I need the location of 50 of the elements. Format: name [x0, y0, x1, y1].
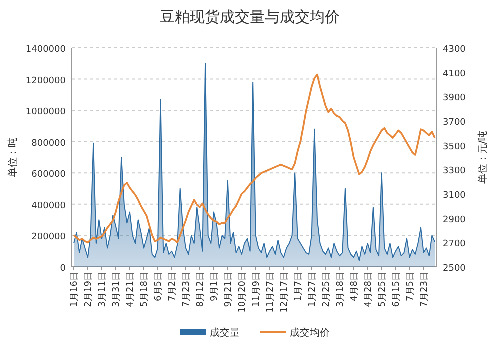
- y2-tick-label: 3900: [443, 94, 466, 104]
- y-tick-label: 0: [60, 264, 66, 274]
- x-tick-label: 6月15日: [392, 272, 402, 308]
- x-tick-label: 1月7日: [294, 272, 304, 302]
- x-tick-label: 3月11日: [98, 272, 108, 308]
- legend-label: 成交量: [210, 327, 240, 339]
- x-tick-label: 9月1日: [210, 272, 220, 302]
- chart-title: 豆粕现货成交量与成交均价: [160, 8, 340, 26]
- x-tick-label: 6月5日: [154, 272, 164, 302]
- x-tick-label: 2月25日: [322, 272, 332, 308]
- y-tick-label: 1400000: [26, 45, 66, 55]
- y2-tick-label: 3700: [443, 118, 466, 128]
- y-tick-label: 400000: [32, 201, 66, 212]
- x-tick-label: 4月28日: [364, 272, 374, 308]
- x-tick-label: 4月21日: [126, 272, 136, 308]
- x-tick-label: 10月20日: [238, 272, 248, 313]
- x-tick-label: 11月9日: [252, 272, 262, 308]
- y-axis-title: 单位：吨: [7, 138, 19, 178]
- y-tick-label: 1000000: [26, 108, 66, 118]
- y2-tick-label: 4100: [443, 69, 466, 80]
- y2-axis-title: 单位：元/吨: [477, 130, 489, 184]
- x-tick-label: 7月5日: [406, 272, 416, 302]
- y2-tick-label: 3100: [443, 191, 466, 201]
- line-series: [73, 74, 436, 244]
- x-tick-label: 1月16日: [70, 272, 80, 308]
- y2-tick-label: 3500: [443, 142, 466, 152]
- x-tick-label: 4月8日: [350, 272, 360, 302]
- x-tick-label: 5月25日: [378, 272, 388, 308]
- x-tick-label: 5月18日: [140, 272, 150, 308]
- x-tick-label: 1月27日: [308, 272, 318, 308]
- y-tick-label: 1200000: [26, 76, 66, 86]
- y2-tick-label: 2900: [443, 215, 466, 226]
- y2-tick-label: 2500: [443, 264, 466, 274]
- x-tick-label: 3月18日: [336, 272, 346, 308]
- x-tick-label: 9月21日: [224, 272, 234, 308]
- x-tick-label: 7月23日: [182, 272, 192, 308]
- y-tick-label: 800000: [32, 138, 66, 149]
- y2-tick-label: 3300: [443, 166, 466, 177]
- x-tick-label: 12月17日: [280, 272, 290, 313]
- x-tick-label: 8月12日: [196, 272, 206, 308]
- x-tick-label: 7月23日: [420, 272, 430, 308]
- y-tick-label: 600000: [32, 170, 66, 180]
- x-tick-label: 7月2日: [168, 272, 178, 302]
- x-tick-label: 2月19日: [84, 272, 94, 308]
- legend-label: 成交均价: [290, 327, 330, 339]
- y2-tick-label: 4300: [443, 45, 466, 55]
- x-tick-label: 11月27日: [266, 272, 276, 313]
- y2-tick-label: 2700: [443, 240, 466, 250]
- x-tick-label: 3月31日: [112, 272, 122, 308]
- y-tick-label: 200000: [32, 232, 66, 243]
